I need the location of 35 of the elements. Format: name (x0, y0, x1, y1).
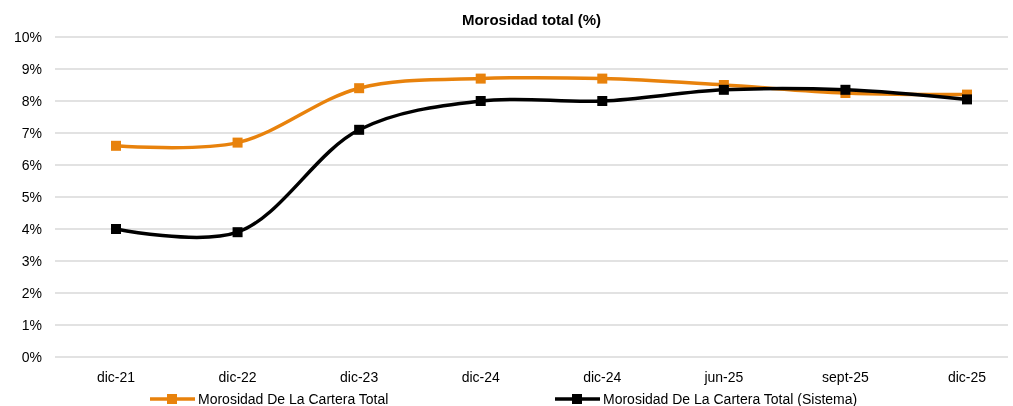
y-tick-label: 0% (21, 349, 42, 365)
point (232, 227, 243, 238)
x-tick-label: sept-25 (822, 369, 869, 385)
x-tick-label: dic-23 (340, 369, 379, 385)
x-tick-label: dic-24 (583, 369, 622, 385)
y-tick-label: 10% (13, 29, 42, 45)
x-tick-label: dic-25 (947, 369, 987, 385)
point (962, 94, 972, 105)
y-tick-label: 1% (21, 317, 42, 333)
point (232, 137, 243, 148)
y-tick-label: 5% (21, 189, 42, 205)
x-tick-label: dic-22 (218, 369, 257, 385)
x-tick-label: dic-21 (96, 369, 136, 385)
y-tick-label: 8% (21, 93, 42, 109)
point (840, 84, 851, 95)
y-tick-label: 4% (21, 221, 42, 237)
legend-label: Morosidad De La Cartera Total (198, 391, 389, 406)
y-tick-label: 2% (21, 285, 42, 301)
chart-title: Morosidad total (%) (461, 11, 602, 28)
point (111, 140, 121, 151)
point (475, 73, 486, 84)
legend-label: Morosidad De La Cartera Total (Sistema) (603, 391, 858, 406)
point (354, 83, 365, 94)
y-tick-label: 7% (21, 125, 42, 141)
y-tick-label: 9% (21, 61, 42, 77)
y-tick-label: 6% (21, 157, 42, 173)
x-tick-label: jun-25 (703, 369, 744, 385)
y-tick-label: 3% (21, 253, 42, 269)
point (597, 73, 608, 84)
x-tick-label: dic-24 (461, 369, 500, 385)
point (475, 96, 486, 106)
point (111, 224, 121, 234)
point (597, 96, 608, 106)
point (354, 124, 365, 135)
point (718, 84, 729, 95)
